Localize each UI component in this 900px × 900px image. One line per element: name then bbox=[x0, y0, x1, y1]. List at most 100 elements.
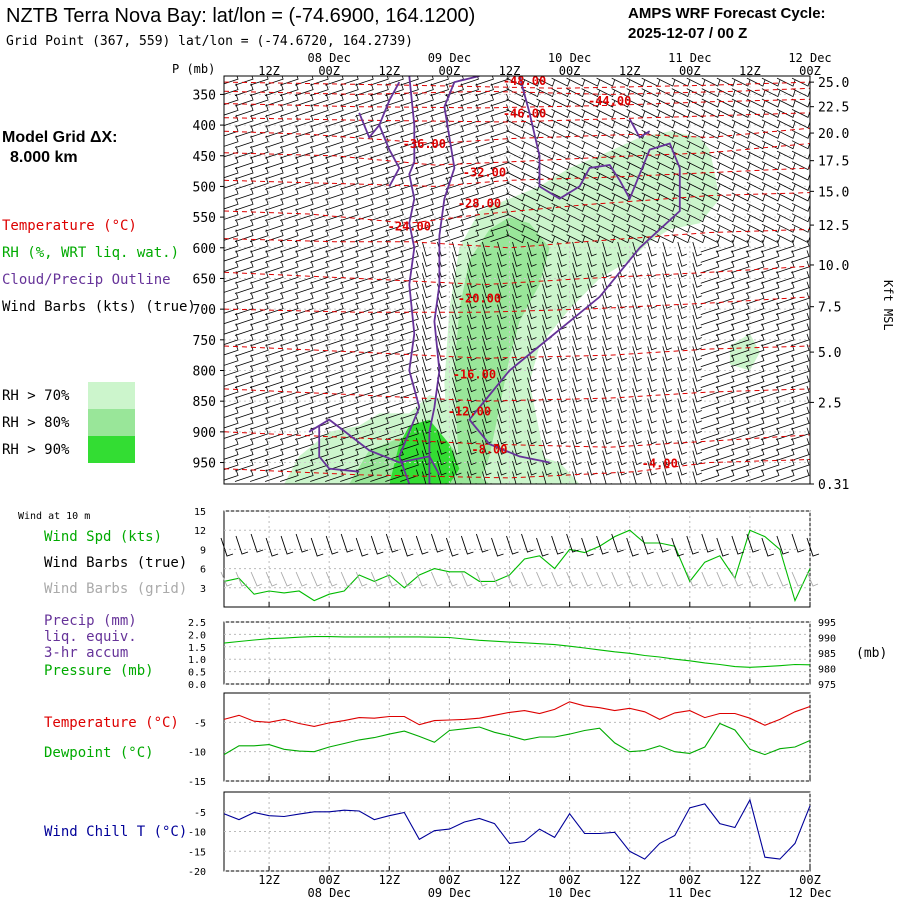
pressure-tick-label: 985 bbox=[818, 649, 836, 660]
temperature-contour-label: -48.00 bbox=[503, 74, 546, 88]
temperature-contour bbox=[224, 431, 810, 448]
legend-wind-barbs: Wind Barbs (kts) (true) bbox=[2, 299, 196, 315]
temperature-label: Temperature (°C) bbox=[44, 715, 179, 731]
height-tick-label: 25.0 bbox=[818, 76, 849, 91]
panel-frame bbox=[223, 791, 811, 872]
panel-tick-label: -5 bbox=[194, 718, 206, 729]
cloud-outline bbox=[308, 76, 681, 484]
height-tick-label: 17.5 bbox=[818, 155, 849, 170]
rh-swatch bbox=[88, 436, 135, 463]
wind-speed-label: Wind Spd (kts) bbox=[44, 529, 162, 545]
cloud-outline-segment bbox=[358, 81, 401, 140]
cloud-outline-segment bbox=[628, 118, 651, 139]
forecast-cycle-value: 2025-12-07 / 00 Z bbox=[628, 25, 747, 42]
grid-point-label: Grid Point (367, 559) lat/lon = (-74.672… bbox=[6, 34, 413, 49]
hour-tick-label: 12Z bbox=[378, 873, 400, 887]
hour-tick-label: 00Z bbox=[559, 64, 581, 78]
pressure-tick-label: 950 bbox=[193, 457, 216, 472]
rh-legend: RH > 70% RH > 80% RH > 90% bbox=[2, 382, 135, 463]
precip-pressure-panel: 0.00.5 1.01.5 2.02.5 995 990 985 980 975 bbox=[188, 618, 836, 691]
panel-tick-label: 1.0 bbox=[188, 655, 206, 666]
pressure-tick-label: 500 bbox=[193, 180, 216, 195]
temperature-contour-label: -20.00 bbox=[458, 291, 501, 305]
height-tick-label: 2.5 bbox=[818, 396, 841, 411]
pressure-tick-label: 900 bbox=[193, 426, 216, 441]
temperature-contour bbox=[224, 112, 810, 123]
pressure-tick-label: 450 bbox=[193, 150, 216, 165]
rh-70-region bbox=[729, 333, 760, 371]
temperature-contour bbox=[224, 143, 810, 166]
wind-speed-line bbox=[223, 529, 811, 603]
height-tick-label: 0.31 bbox=[818, 478, 849, 493]
temperature-contour-label: -32.00 bbox=[463, 166, 506, 180]
pressure-tick-label: 750 bbox=[193, 334, 216, 349]
panel-tick-label: 15 bbox=[194, 507, 206, 518]
pressure-tick-label: 700 bbox=[193, 303, 216, 318]
panel-tick-label: 6 bbox=[200, 565, 206, 576]
panel-frame bbox=[223, 510, 811, 608]
hour-tick-label: 12Z bbox=[499, 873, 521, 887]
wind-barbs-true-label: Wind Barbs (true) bbox=[44, 555, 187, 571]
dewpoint-label: Dewpoint (°C) bbox=[44, 745, 154, 761]
hour-tick-label: 12Z bbox=[619, 64, 641, 78]
wind-barbs-grid-label: Wind Barbs (grid) bbox=[44, 581, 187, 597]
pressure-axis-title: P (mb) bbox=[172, 62, 215, 76]
wind-chill-label: Wind Chill T (°C) bbox=[44, 824, 187, 840]
cloud-outline-segment bbox=[378, 124, 401, 187]
rh-level-label: RH > 70% bbox=[2, 388, 70, 404]
precip-label: Precip (mm) bbox=[44, 613, 137, 629]
pressure-tick-label: 650 bbox=[193, 272, 216, 287]
panel-tick-label: -15 bbox=[188, 777, 206, 788]
temperature-contour bbox=[224, 87, 810, 95]
hour-tick-label: 12Z bbox=[739, 64, 761, 78]
pressure-tick-label: 995 bbox=[818, 618, 836, 629]
pressure-tick-label: 600 bbox=[193, 242, 216, 257]
pressure-tick-label: 800 bbox=[193, 364, 216, 379]
hour-tick-label: 12Z bbox=[258, 64, 280, 78]
pressure-tick-label: 400 bbox=[193, 119, 216, 134]
height-tick-label: 5.0 bbox=[818, 346, 841, 361]
pressure-label: Pressure (mb) bbox=[44, 663, 154, 679]
wind-barbs bbox=[224, 76, 810, 484]
date-tick-label: 08 Dec bbox=[307, 51, 350, 65]
rh-shading bbox=[284, 131, 760, 484]
wind-barb-field bbox=[224, 76, 810, 484]
hour-tick-label: 00Z bbox=[318, 64, 340, 78]
temperature-contour-label: -46.00 bbox=[503, 107, 546, 121]
hour-tick-label: 00Z bbox=[439, 64, 461, 78]
height-tick-label: 22.5 bbox=[818, 101, 849, 116]
panel-tick-label: 2.0 bbox=[188, 630, 206, 641]
hour-tick-label: 12Z bbox=[619, 873, 641, 887]
rh-level-label: RH > 90% bbox=[2, 442, 70, 458]
legend-rh: RH (%, WRT liq. wat.) bbox=[2, 245, 179, 261]
temperature-contour bbox=[224, 388, 810, 402]
pressure-tick-label: 850 bbox=[193, 395, 216, 410]
temperature-contour bbox=[224, 345, 810, 359]
rh-swatch bbox=[88, 409, 135, 436]
temperature-contour bbox=[224, 81, 810, 89]
pressure-unit-label: (mb) bbox=[856, 646, 887, 661]
panel-tick-label: -10 bbox=[188, 748, 206, 759]
cloud-outline-segment bbox=[308, 418, 441, 476]
pressure-line bbox=[223, 636, 811, 668]
temperature-contour-label: -8.00 bbox=[471, 442, 507, 456]
wind-panel-title: Wind at 10 m bbox=[18, 511, 90, 522]
dewpoint-line bbox=[223, 722, 811, 756]
grid-wind-barbs bbox=[220, 571, 819, 587]
wind-chill-panel: -5 -10 -15 -20 bbox=[188, 791, 811, 878]
panel-tick-label: 12 bbox=[194, 526, 206, 537]
panel-tick-label: -5 bbox=[194, 808, 206, 819]
hour-tick-label: 00Z bbox=[439, 873, 461, 887]
height-tick-label: 20.0 bbox=[818, 127, 849, 142]
cloud-outline-segment bbox=[398, 76, 421, 484]
height-tick-label: 12.5 bbox=[818, 219, 849, 234]
temperature-contour-labels: -48.00 -46.00 -44.00 -36.00 -32.00 -28.00 -24.… bbox=[388, 74, 678, 470]
hour-tick-label: 00Z bbox=[679, 873, 701, 887]
temperature-contour bbox=[224, 228, 810, 249]
true-wind-barbs bbox=[220, 533, 820, 557]
rh-swatch bbox=[88, 382, 135, 409]
cross-section-frame bbox=[223, 75, 811, 485]
height-tick-label: 7.5 bbox=[818, 301, 841, 316]
